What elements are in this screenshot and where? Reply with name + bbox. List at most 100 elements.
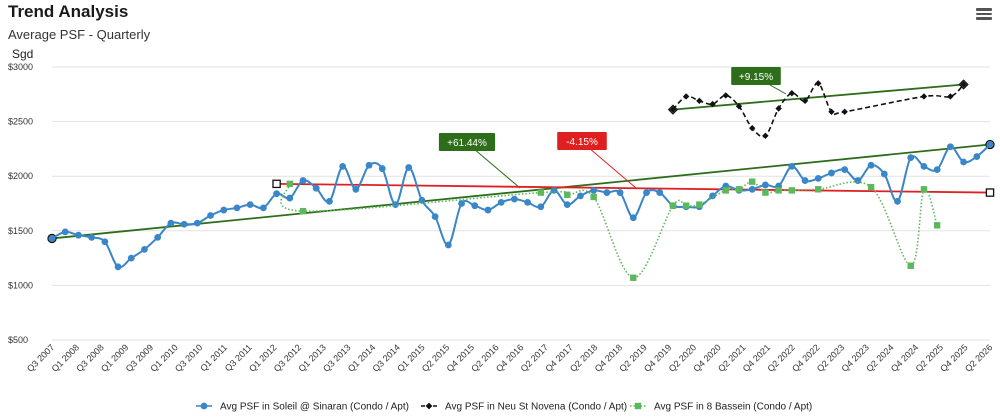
data-point	[841, 166, 849, 174]
data-point	[246, 201, 254, 208]
data-point	[920, 93, 928, 100]
data-point	[735, 186, 743, 193]
data-point	[220, 206, 228, 214]
y-tick-label: $3000	[8, 62, 33, 72]
trend-label-box	[438, 133, 496, 151]
data-point	[577, 192, 584, 200]
data-point	[299, 207, 307, 215]
data-point	[484, 206, 492, 214]
y-tick-label: $1000	[8, 280, 33, 290]
legend-label: Avg PSF in Soleil @ Sinaran (Condo / Apt…	[220, 402, 409, 413]
data-point	[748, 124, 756, 132]
data-point	[312, 184, 320, 192]
trend-lines: +61.44% -4.15% +9.15%	[47, 67, 995, 244]
data-point	[946, 143, 954, 151]
trend-endpoint	[272, 179, 281, 189]
data-point	[326, 197, 333, 205]
data-point	[180, 220, 188, 228]
chart-subtitle: Average PSF - Quarterly	[8, 27, 151, 42]
data-point	[114, 263, 122, 271]
data-point	[141, 245, 148, 253]
data-point	[630, 274, 637, 281]
data-point	[458, 200, 465, 207]
data-point	[510, 195, 518, 203]
legend: Avg PSF in Soleil @ Sinaran (Condo / Apt…	[196, 402, 812, 413]
data-point	[286, 194, 294, 202]
data-point	[537, 189, 545, 196]
data-point	[933, 222, 941, 229]
data-point	[88, 233, 96, 241]
y-axis: Sgd $500 $1000 $1500 $2000 $2500 $3000	[8, 47, 33, 345]
data-point	[814, 174, 822, 182]
y-tick-label: $500	[8, 335, 28, 345]
data-point	[669, 202, 677, 209]
trend-label: -4.15%	[566, 137, 598, 148]
data-point	[894, 197, 901, 205]
data-point	[867, 183, 875, 191]
data-point	[880, 170, 888, 178]
data-point	[748, 185, 756, 193]
data-point	[815, 186, 822, 193]
data-point	[973, 153, 981, 160]
data-point	[709, 100, 716, 108]
data-point	[828, 169, 835, 177]
trend-label: +61.44%	[447, 138, 487, 149]
data-point	[907, 154, 915, 162]
data-point	[788, 162, 796, 170]
hamburger-menu-icon[interactable]	[976, 6, 992, 22]
data-point	[709, 192, 716, 200]
legend-label: Avg PSF in 8 Bassein (Condo / Apt)	[654, 402, 812, 413]
data-point	[815, 80, 822, 87]
legend-label: Avg PSF in Neu St Novena (Condo / Apt)	[445, 402, 627, 413]
trend-label: +9.15%	[739, 72, 773, 83]
legend-marker	[200, 402, 208, 410]
data-point	[524, 199, 532, 206]
data-point	[643, 189, 650, 196]
data-point	[405, 164, 413, 171]
data-point	[669, 106, 677, 113]
data-point	[735, 103, 743, 110]
data-point	[563, 201, 571, 208]
data-point	[986, 141, 994, 148]
data-point	[603, 189, 611, 196]
data-point	[590, 193, 597, 201]
data-point	[801, 177, 809, 184]
data-point	[696, 97, 703, 105]
data-point	[48, 235, 56, 242]
data-point	[167, 219, 175, 227]
data-point	[444, 241, 452, 249]
data-point	[339, 162, 347, 170]
data-point	[762, 132, 769, 139]
series-line	[51, 143, 991, 269]
data-point	[127, 254, 135, 262]
grid-lines	[52, 66, 990, 341]
data-point	[365, 161, 373, 169]
data-point	[378, 165, 386, 172]
data-point	[352, 185, 360, 193]
data-point	[696, 201, 703, 208]
data-point	[418, 196, 426, 204]
trend-line	[276, 182, 991, 194]
data-point	[629, 214, 637, 222]
trend-endpoint	[985, 188, 995, 197]
data-point	[748, 178, 756, 185]
trend-line	[672, 83, 964, 111]
chart-title: Trend Analysis	[8, 2, 129, 21]
trend-label-box	[731, 67, 781, 85]
data-point	[788, 90, 796, 97]
series-line	[672, 82, 965, 138]
trend-line	[51, 143, 991, 240]
data-point	[841, 108, 848, 115]
data-point	[101, 238, 109, 246]
data-point	[616, 189, 624, 196]
data-point	[775, 105, 782, 112]
trend-label-box	[557, 132, 607, 150]
y-tick-label: $2000	[8, 171, 33, 181]
data-point	[867, 161, 875, 169]
data-point	[207, 212, 214, 219]
data-point	[259, 204, 267, 212]
data-point	[154, 233, 162, 241]
data-point	[933, 166, 941, 174]
